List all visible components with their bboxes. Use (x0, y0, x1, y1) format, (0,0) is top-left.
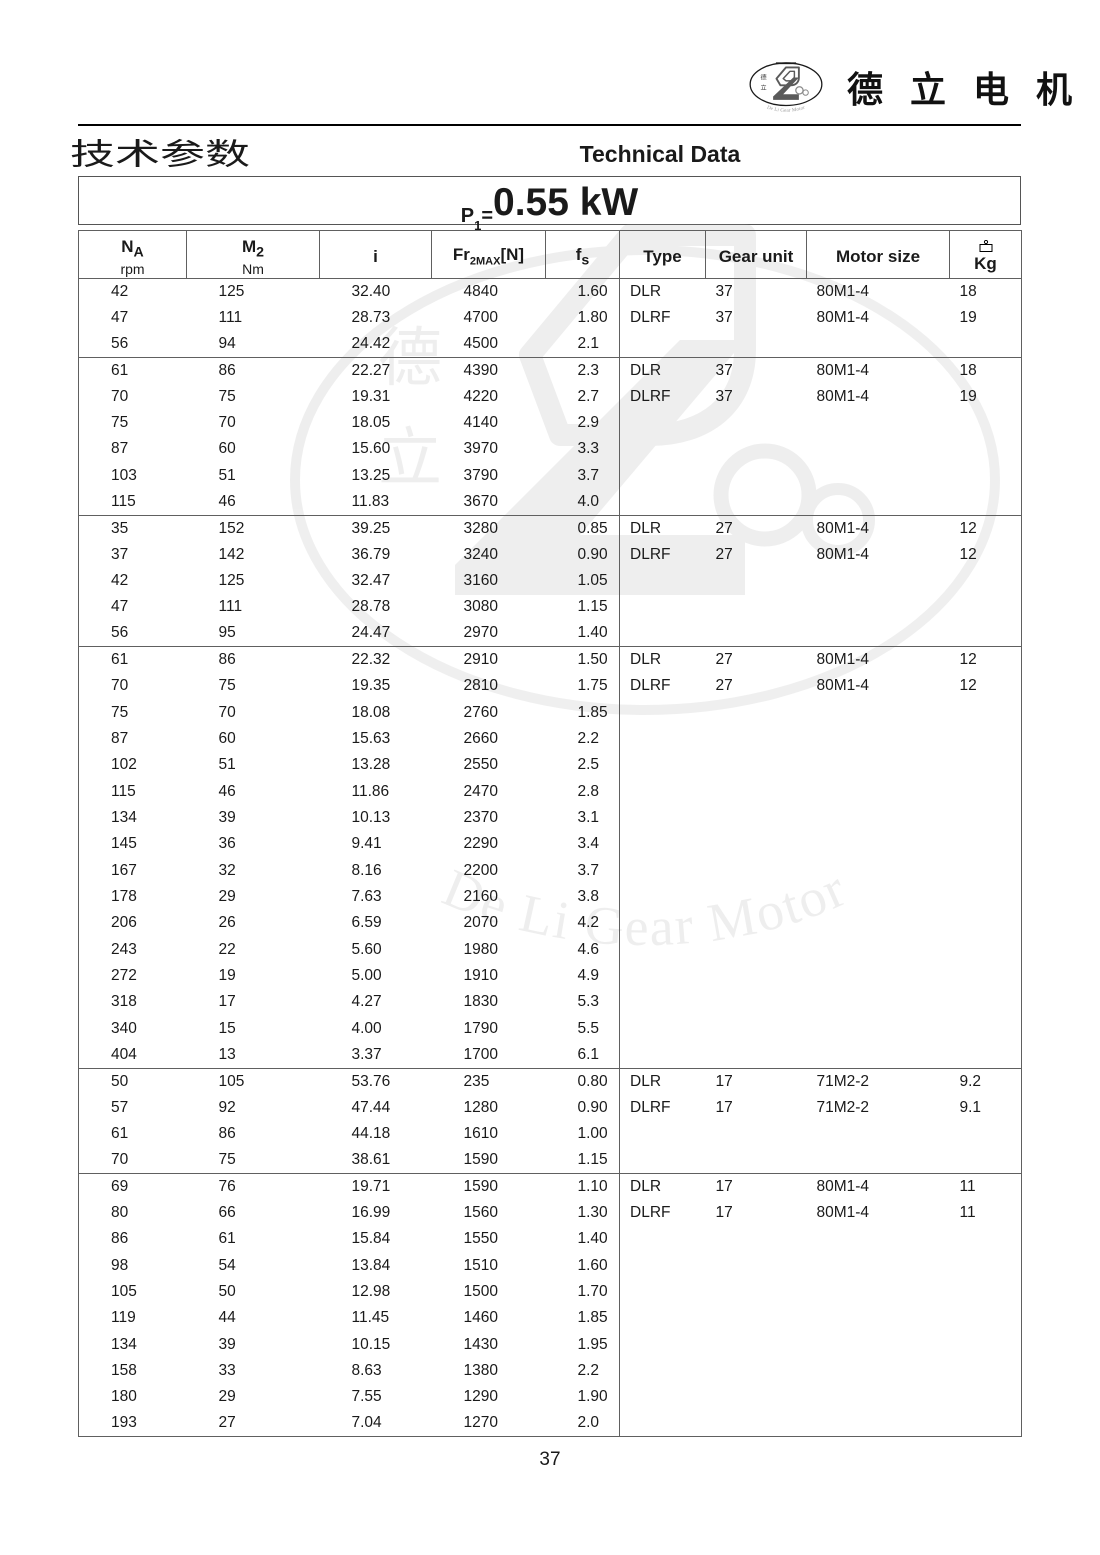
svg-text:德: 德 (761, 74, 767, 82)
svg-text:立: 立 (761, 84, 767, 92)
